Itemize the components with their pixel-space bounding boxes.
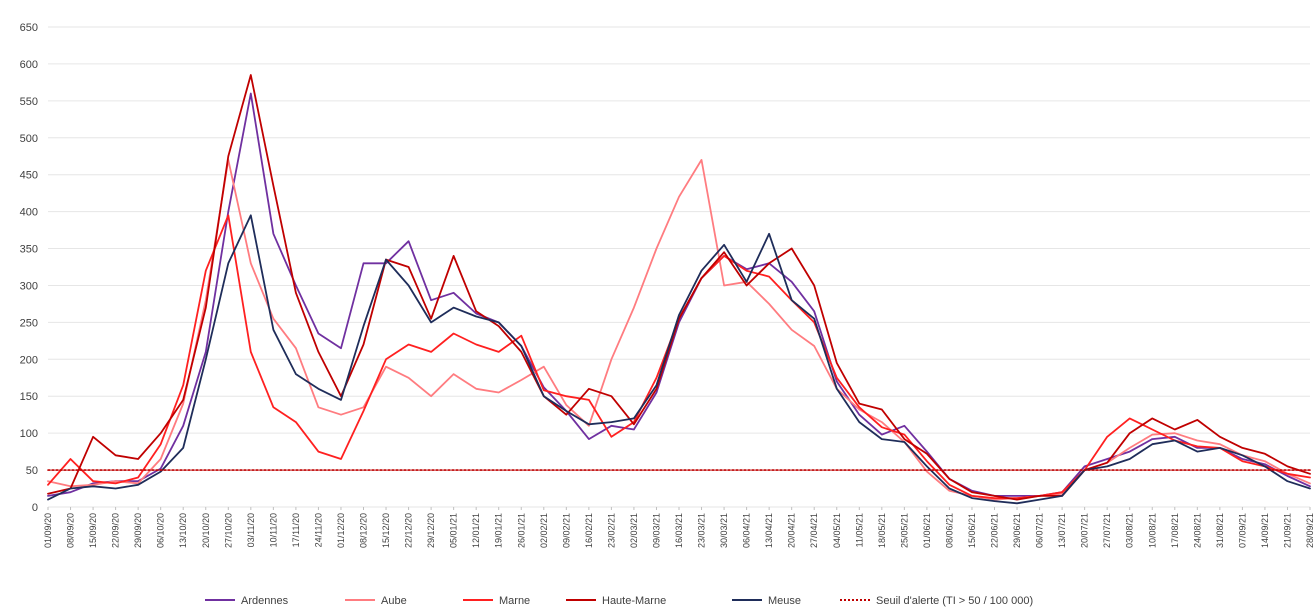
y-tick-label: 50 <box>26 465 38 477</box>
x-tick-label: 13/04/21 <box>764 513 774 548</box>
y-tick-label: 150 <box>20 391 38 403</box>
x-tick-label: 16/02/21 <box>584 513 594 548</box>
x-tick-label: 29/12/20 <box>426 513 436 548</box>
x-tick-label: 03/08/21 <box>1125 513 1135 548</box>
legend-label: Seuil d'alerte (TI > 50 / 100 000) <box>876 595 1033 607</box>
series-line-2 <box>47 214 1311 500</box>
x-tick-label: 01/06/21 <box>922 513 932 548</box>
x-tick-label: 11/05/21 <box>854 513 864 547</box>
y-tick-label: 100 <box>20 428 38 440</box>
x-tick-label: 19/01/21 <box>494 513 504 548</box>
x-tick-label: 22/06/21 <box>990 513 1000 548</box>
x-tick-label: 01/12/20 <box>336 513 346 548</box>
x-tick-label: 13/10/20 <box>178 513 188 548</box>
y-tick-label: 350 <box>20 244 38 256</box>
x-tick-label: 25/05/21 <box>899 513 909 548</box>
x-tick-label: 09/03/21 <box>651 513 661 548</box>
x-tick-label: 05/01/21 <box>449 513 459 548</box>
x-tick-label: 10/11/20 <box>268 513 278 547</box>
y-tick-label: 450 <box>20 170 38 182</box>
legend-label: Marne <box>499 595 530 607</box>
x-tick-label: 13/07/21 <box>1057 513 1067 548</box>
x-axis-ticks: 01/09/20 08/09/20 15/09/20 22/09/20 29/09/20… <box>43 507 1313 548</box>
x-tick-label: 24/11/20 <box>313 513 323 547</box>
x-tick-label: 30/03/21 <box>719 513 729 548</box>
series-line-0 <box>47 92 1311 497</box>
x-tick-label: 04/05/21 <box>832 513 842 548</box>
x-tick-label: 17/11/20 <box>291 513 301 547</box>
x-tick-label: 16/03/21 <box>674 513 684 548</box>
y-tick-label: 550 <box>20 96 38 108</box>
legend: Ardennes Aube Marne Haute-Marne Meuse Seuil d… <box>205 595 1033 607</box>
x-tick-label: 06/04/21 <box>742 513 752 548</box>
x-tick-label: 21/09/21 <box>1282 513 1292 548</box>
x-tick-label: 03/11/20 <box>246 513 256 547</box>
x-tick-label: 17/08/21 <box>1170 513 1180 548</box>
y-tick-label: 250 <box>20 317 38 329</box>
y-axis-ticks: 0 50 100 150 200 250 300 350 400 450 500 550 600 650 <box>20 22 38 514</box>
x-tick-label: 12/01/21 <box>471 513 481 548</box>
x-tick-label: 26/01/21 <box>516 513 526 548</box>
x-tick-label: 27/07/21 <box>1102 513 1112 548</box>
x-tick-label: 23/02/21 <box>606 513 616 548</box>
x-tick-label: 27/10/20 <box>223 513 233 548</box>
series-line-3 <box>47 74 1311 501</box>
x-tick-label: 15/12/20 <box>381 513 391 548</box>
x-tick-label: 02/02/21 <box>539 513 549 548</box>
legend-label: Haute-Marne <box>602 595 666 607</box>
x-tick-label: 20/04/21 <box>787 513 797 548</box>
series-line-4 <box>47 214 1311 505</box>
x-tick-label: 24/08/21 <box>1192 513 1202 548</box>
legend-label: Ardennes <box>241 595 289 607</box>
x-tick-label: 06/07/21 <box>1035 513 1045 548</box>
series-lines <box>47 74 1311 505</box>
y-tick-label: 0 <box>32 502 38 514</box>
x-tick-label: 29/09/20 <box>133 513 143 548</box>
y-tick-label: 600 <box>20 59 38 71</box>
x-tick-label: 10/08/21 <box>1147 513 1157 548</box>
x-tick-label: 20/10/20 <box>201 513 211 548</box>
x-tick-label: 09/02/21 <box>561 513 571 548</box>
x-tick-label: 31/08/21 <box>1215 513 1225 548</box>
x-tick-label: 06/10/20 <box>156 513 166 548</box>
x-tick-label: 07/09/21 <box>1237 513 1247 548</box>
x-tick-label: 22/12/20 <box>404 513 414 548</box>
x-tick-label: 01/09/20 <box>43 513 53 548</box>
x-tick-label: 08/12/20 <box>359 513 369 548</box>
legend-label: Meuse <box>768 595 801 607</box>
y-tick-label: 200 <box>20 354 38 366</box>
x-tick-label: 23/03/21 <box>697 513 707 548</box>
x-tick-label: 15/06/21 <box>967 513 977 548</box>
x-tick-label: 18/05/21 <box>877 513 887 548</box>
series-line-1 <box>47 158 1311 501</box>
x-tick-label: 28/09/21 <box>1305 513 1313 548</box>
y-tick-label: 650 <box>20 22 38 34</box>
x-tick-label: 14/09/21 <box>1260 513 1270 548</box>
x-tick-label: 15/09/20 <box>88 513 98 548</box>
x-tick-label: 08/06/21 <box>944 513 954 548</box>
x-tick-label: 29/06/21 <box>1012 513 1022 548</box>
legend-label: Aube <box>381 595 407 607</box>
y-tick-label: 300 <box>20 280 38 292</box>
x-tick-label: 27/04/21 <box>809 513 819 548</box>
x-tick-label: 08/09/20 <box>66 513 76 548</box>
y-tick-label: 400 <box>20 207 38 219</box>
y-tick-label: 500 <box>20 133 38 145</box>
x-tick-label: 22/09/20 <box>111 513 121 548</box>
x-tick-label: 20/07/21 <box>1080 513 1090 548</box>
x-tick-label: 02/03/21 <box>629 513 639 548</box>
